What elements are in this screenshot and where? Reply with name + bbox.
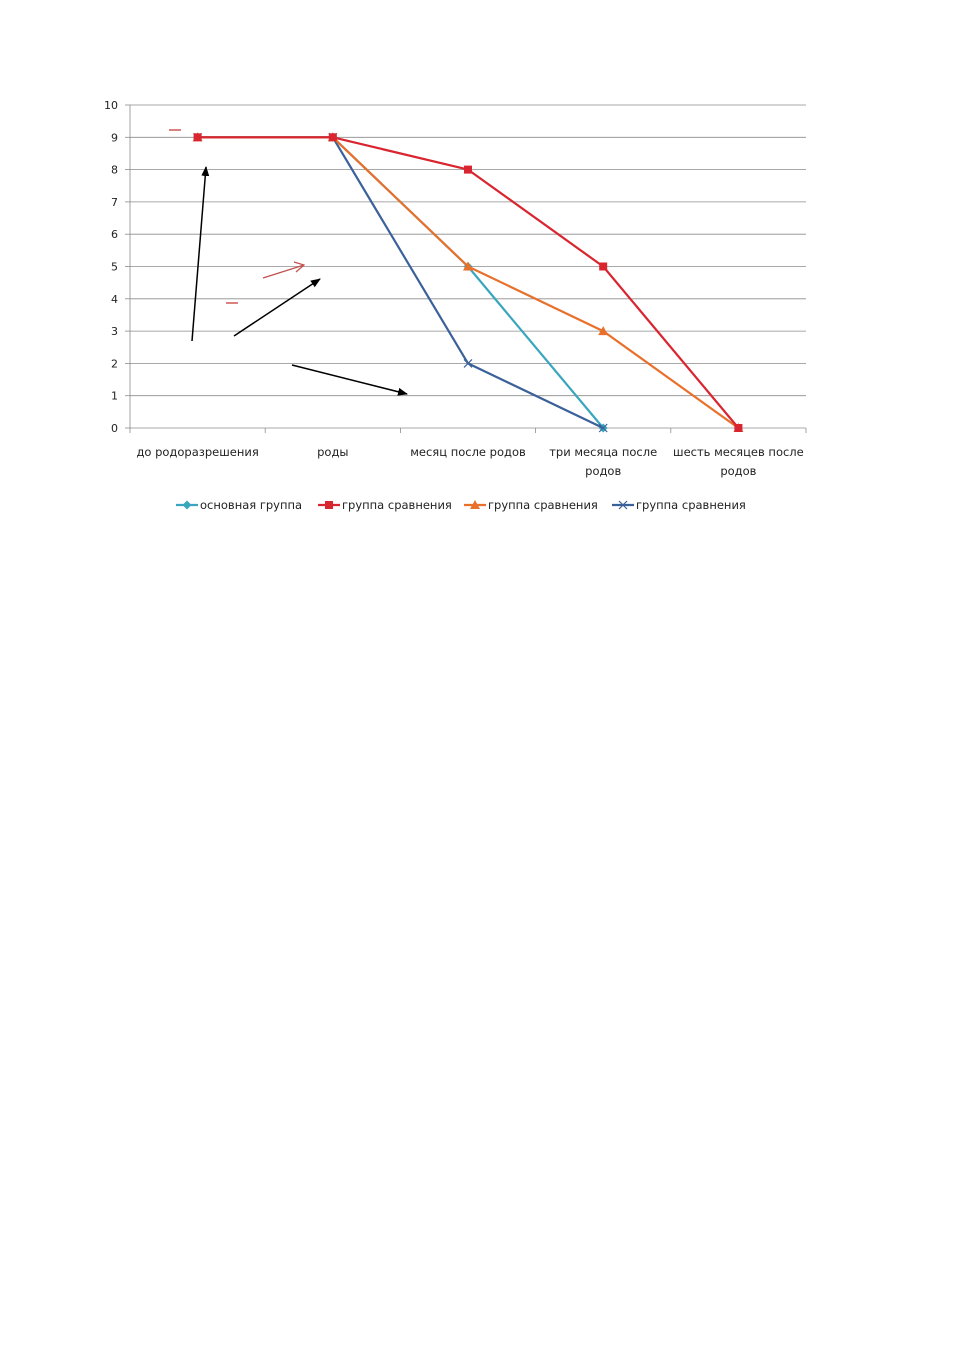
- series-2: [192, 132, 744, 432]
- y-tick-label: 8: [111, 164, 118, 177]
- x-tick-label: роды: [317, 445, 348, 459]
- series-line: [197, 136, 605, 429]
- series-3: [193, 132, 608, 433]
- y-tick-label: 9: [111, 131, 118, 144]
- x-tick-label: родов: [585, 464, 621, 478]
- y-tick-label: 0: [111, 422, 118, 435]
- data-point: [464, 165, 472, 174]
- data-point: [599, 262, 608, 271]
- series-1: [193, 133, 743, 432]
- legend-swatch-marker: [470, 500, 480, 509]
- data-point: [463, 358, 473, 368]
- data-point: [193, 133, 202, 142]
- annotation-arrows: [169, 129, 408, 396]
- legend-label: группа сравнения: [636, 498, 746, 512]
- y-tick-label: 4: [111, 293, 118, 306]
- legend-swatch-marker: [182, 500, 192, 510]
- x-tick-label: месяц после родов: [410, 445, 526, 459]
- data-point: [734, 424, 743, 432]
- legend-swatch-marker: [325, 501, 333, 509]
- gridlines: [130, 104, 806, 397]
- annotation-arrow: [233, 278, 321, 337]
- annotation-arrow: [191, 166, 210, 342]
- legend-label: основная группа: [200, 498, 302, 512]
- y-tick-label: 2: [111, 357, 118, 370]
- legend-item: основная группа: [176, 498, 302, 512]
- series-line: [197, 136, 740, 429]
- y-tick-label: 3: [111, 325, 118, 338]
- legend-label: группа сравнения: [488, 498, 598, 512]
- x-tick-label: шесть месяцев после: [673, 445, 804, 459]
- x-tick-labels: до родоразрешения роды месяц после родов тр…: [136, 445, 803, 478]
- legend-swatch-marker: [618, 500, 628, 510]
- data-point: [598, 423, 608, 433]
- series: [192, 132, 744, 433]
- series-line: [197, 136, 740, 429]
- series-line: [197, 136, 604, 429]
- annotation-arrow: [291, 364, 408, 396]
- x-tick-label: три месяца после: [549, 445, 657, 459]
- legend-item: группа сравнения: [612, 498, 746, 512]
- annotation-arrow-red: [262, 261, 306, 279]
- y-tick-labels: 0 1 2 3 4 5 6 7 8 9 10: [104, 99, 118, 435]
- axes: [125, 104, 807, 433]
- series-0: [193, 132, 608, 433]
- legend-label: группа сравнения: [342, 498, 452, 512]
- y-tick-label: 5: [111, 261, 118, 274]
- y-tick-label: 6: [111, 228, 118, 241]
- y-tick-label: 10: [104, 99, 118, 112]
- legend: основная группа группа сравнения группа ср…: [176, 498, 746, 512]
- y-tick-label: 1: [111, 390, 118, 403]
- y-tick-label: 7: [111, 196, 118, 209]
- data-point: [463, 261, 473, 271]
- data-point: [328, 133, 337, 142]
- legend-item: группа сравнения: [464, 498, 598, 512]
- x-tick-label: родов: [720, 464, 756, 478]
- x-tick-label: до родоразрешения: [136, 445, 258, 459]
- data-point: [598, 326, 609, 336]
- legend-item: группа сравнения: [318, 498, 452, 512]
